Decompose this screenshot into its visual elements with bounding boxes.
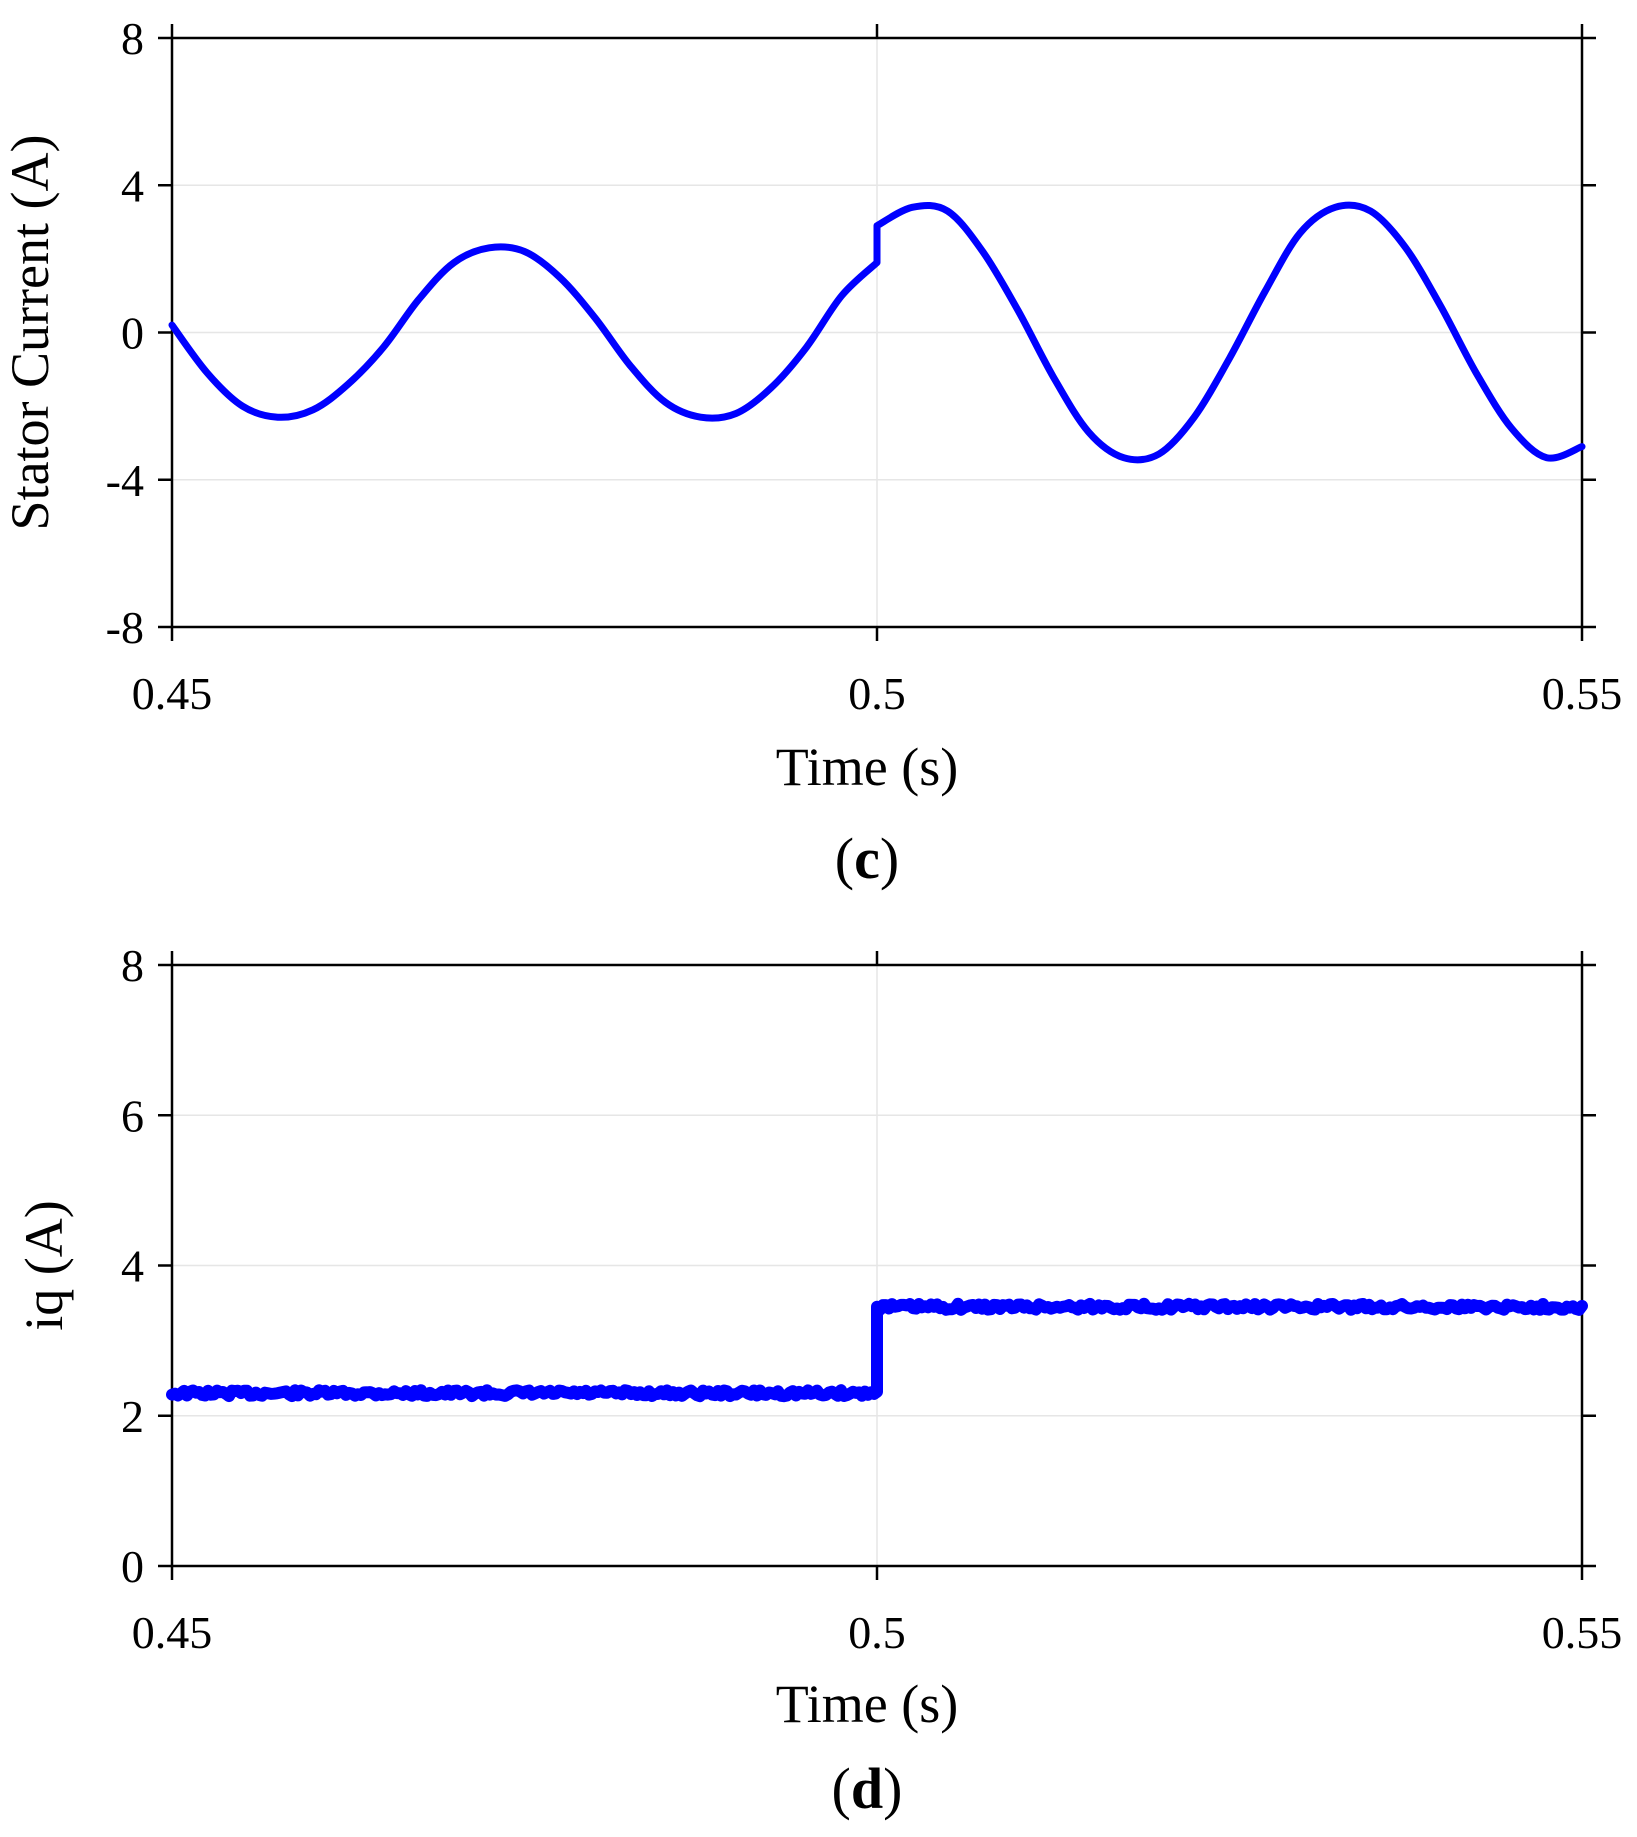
x-axis-label: Time (s): [776, 1674, 959, 1734]
series-line-0: [166, 1297, 1588, 1403]
y-tick-label: 8: [121, 940, 144, 991]
series-line-0: [168, 201, 1586, 464]
panel-label: (c): [835, 826, 899, 891]
x-axis-label: Time (s): [776, 737, 959, 797]
x-tick-label: 0.55: [1542, 668, 1623, 719]
y-tick-label: 4: [121, 1241, 144, 1292]
y-axis-label: iq (A): [14, 1200, 74, 1330]
y-tick-label: 2: [121, 1391, 144, 1442]
y-tick-label: 4: [121, 160, 144, 211]
y-axis-label: Stator Current (A): [0, 135, 60, 531]
y-tick-label: -8: [106, 602, 144, 653]
x-tick-label: 0.5: [848, 668, 906, 719]
y-tick-label: -4: [106, 455, 144, 506]
y-tick-label: 0: [121, 1541, 144, 1592]
y-tick-label: 0: [121, 308, 144, 359]
y-tick-label: 8: [121, 13, 144, 64]
panel-label: (d): [832, 1756, 903, 1821]
x-tick-label: 0.45: [132, 668, 213, 719]
x-tick-label: 0.5: [848, 1607, 906, 1658]
y-tick-label: 6: [121, 1090, 144, 1141]
chart-panel-d: 0 2 4 6 8 0.45 0.5 0.55 Time (s) iq (A) (d): [14, 940, 1622, 1821]
chart-panel-c: -8 -4 0 4 8 0.45 0.5 0.55 Time (s) Stator Current…: [0, 13, 1622, 891]
x-tick-label: 0.45: [132, 1607, 213, 1658]
x-tick-label: 0.55: [1542, 1607, 1623, 1658]
